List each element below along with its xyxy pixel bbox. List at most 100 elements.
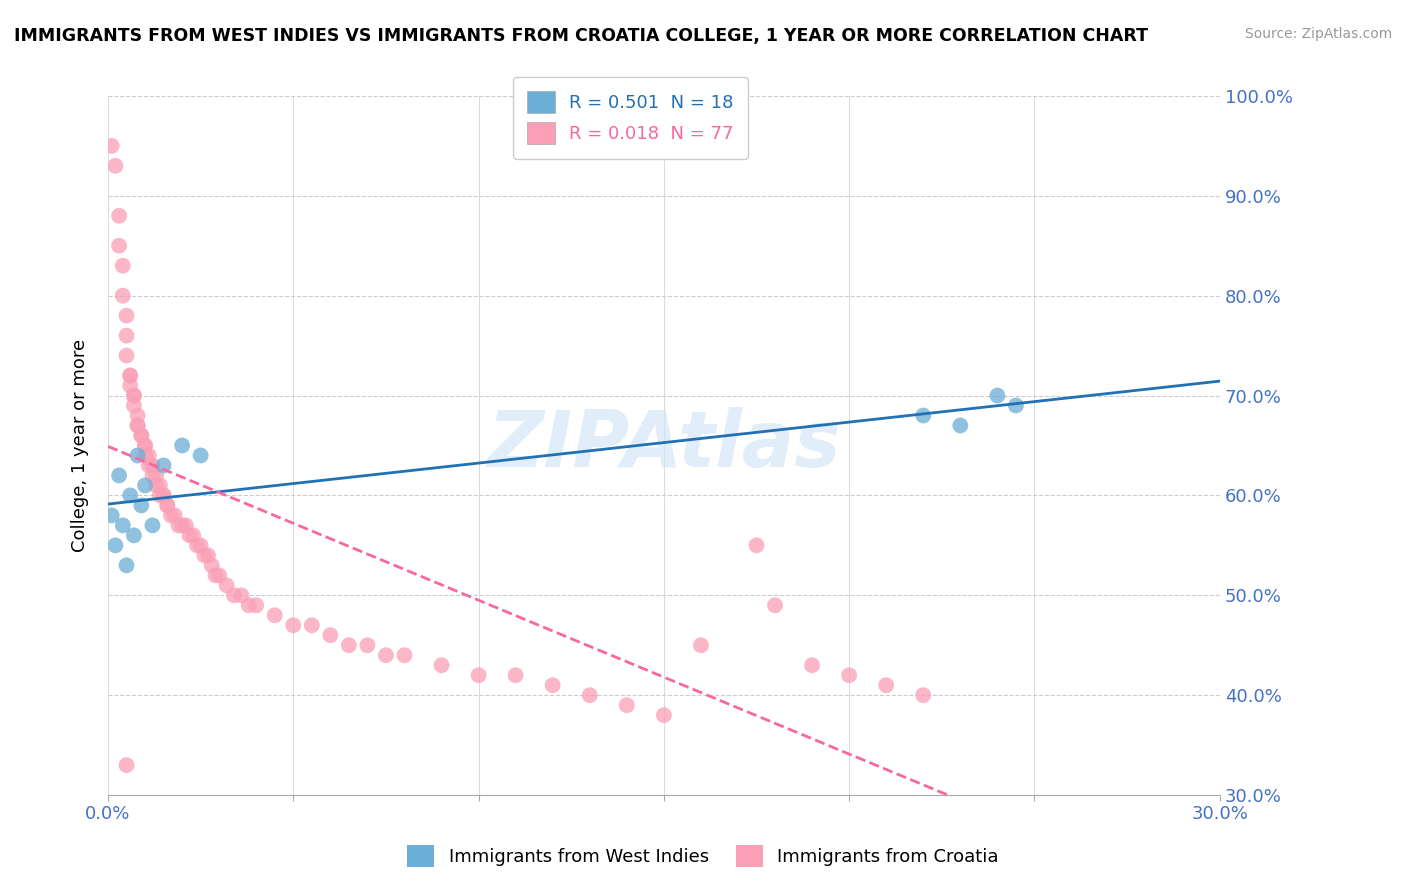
Point [115,309,138,323]
Point [122,388,145,402]
Point [111,288,134,302]
Point [115,758,138,772]
Point [181,528,204,542]
Point [801,658,824,673]
Point [204,568,226,582]
Point [231,588,253,602]
Point [1005,399,1028,413]
Point [149,478,172,492]
Point [104,159,127,173]
Point [201,558,224,573]
Text: ZIPAtlas: ZIPAtlas [486,408,841,483]
Point [149,488,172,502]
Point [134,449,156,463]
Point [319,628,342,642]
Point [134,478,156,492]
Point [120,368,142,383]
Point [578,688,600,702]
Point [172,438,194,452]
Point [912,409,935,423]
Point [127,418,149,433]
Point [763,599,786,613]
Point [131,428,153,442]
Point [138,449,160,463]
Point [127,409,149,423]
Point [120,368,142,383]
Point [145,478,167,492]
Point [167,518,190,533]
Point [875,678,897,692]
Point [134,438,156,452]
Point [120,378,142,392]
Point [283,618,305,632]
Point [356,638,378,652]
Point [108,238,131,252]
Point [127,418,149,433]
Point [245,599,267,613]
Point [145,468,167,483]
Point [115,349,138,363]
Point [100,508,122,523]
Point [652,708,675,723]
Point [122,528,145,542]
Point [131,428,153,442]
Point [141,458,163,473]
Point [122,399,145,413]
Point [394,648,416,663]
Point [467,668,489,682]
Point [160,508,183,523]
Point [141,518,163,533]
Point [222,588,245,602]
Point [100,138,122,153]
Point [263,608,285,623]
Point [120,488,142,502]
Point [745,538,768,552]
Point [152,488,174,502]
Point [156,499,179,513]
Legend: R = 0.501  N = 18, R = 0.018  N = 77: R = 0.501 N = 18, R = 0.018 N = 77 [513,77,748,159]
Point [505,668,527,682]
Point [141,468,163,483]
Point [111,259,134,273]
Point [127,449,149,463]
Point [337,638,360,652]
Text: Source: ZipAtlas.com: Source: ZipAtlas.com [1244,27,1392,41]
Text: IMMIGRANTS FROM WEST INDIES VS IMMIGRANTS FROM CROATIA COLLEGE, 1 YEAR OR MORE C: IMMIGRANTS FROM WEST INDIES VS IMMIGRANT… [14,27,1149,45]
Point [190,449,212,463]
Point [115,558,138,573]
Point [197,549,219,563]
Point [616,698,638,713]
Legend: Immigrants from West Indies, Immigrants from Croatia: Immigrants from West Indies, Immigrants … [399,838,1007,874]
Point [301,618,323,632]
Point [430,658,453,673]
Point [156,499,179,513]
Point [115,328,138,343]
Point [122,388,145,402]
Point [108,468,131,483]
Point [949,418,972,433]
Point [104,538,127,552]
Point [215,578,238,592]
Point [111,518,134,533]
Point [986,388,1008,402]
Point [208,568,231,582]
Point [174,518,197,533]
Point [690,638,713,652]
Point [541,678,564,692]
Point [238,599,260,613]
Point [152,458,174,473]
Point [193,549,215,563]
Point [138,458,160,473]
Point [374,648,396,663]
Y-axis label: College, 1 year or more: College, 1 year or more [72,339,89,552]
Point [163,508,186,523]
Point [838,668,860,682]
Point [179,528,201,542]
Point [134,438,156,452]
Point [152,488,174,502]
Point [912,688,935,702]
Point [172,518,194,533]
Point [190,538,212,552]
Point [131,499,153,513]
Point [108,209,131,223]
